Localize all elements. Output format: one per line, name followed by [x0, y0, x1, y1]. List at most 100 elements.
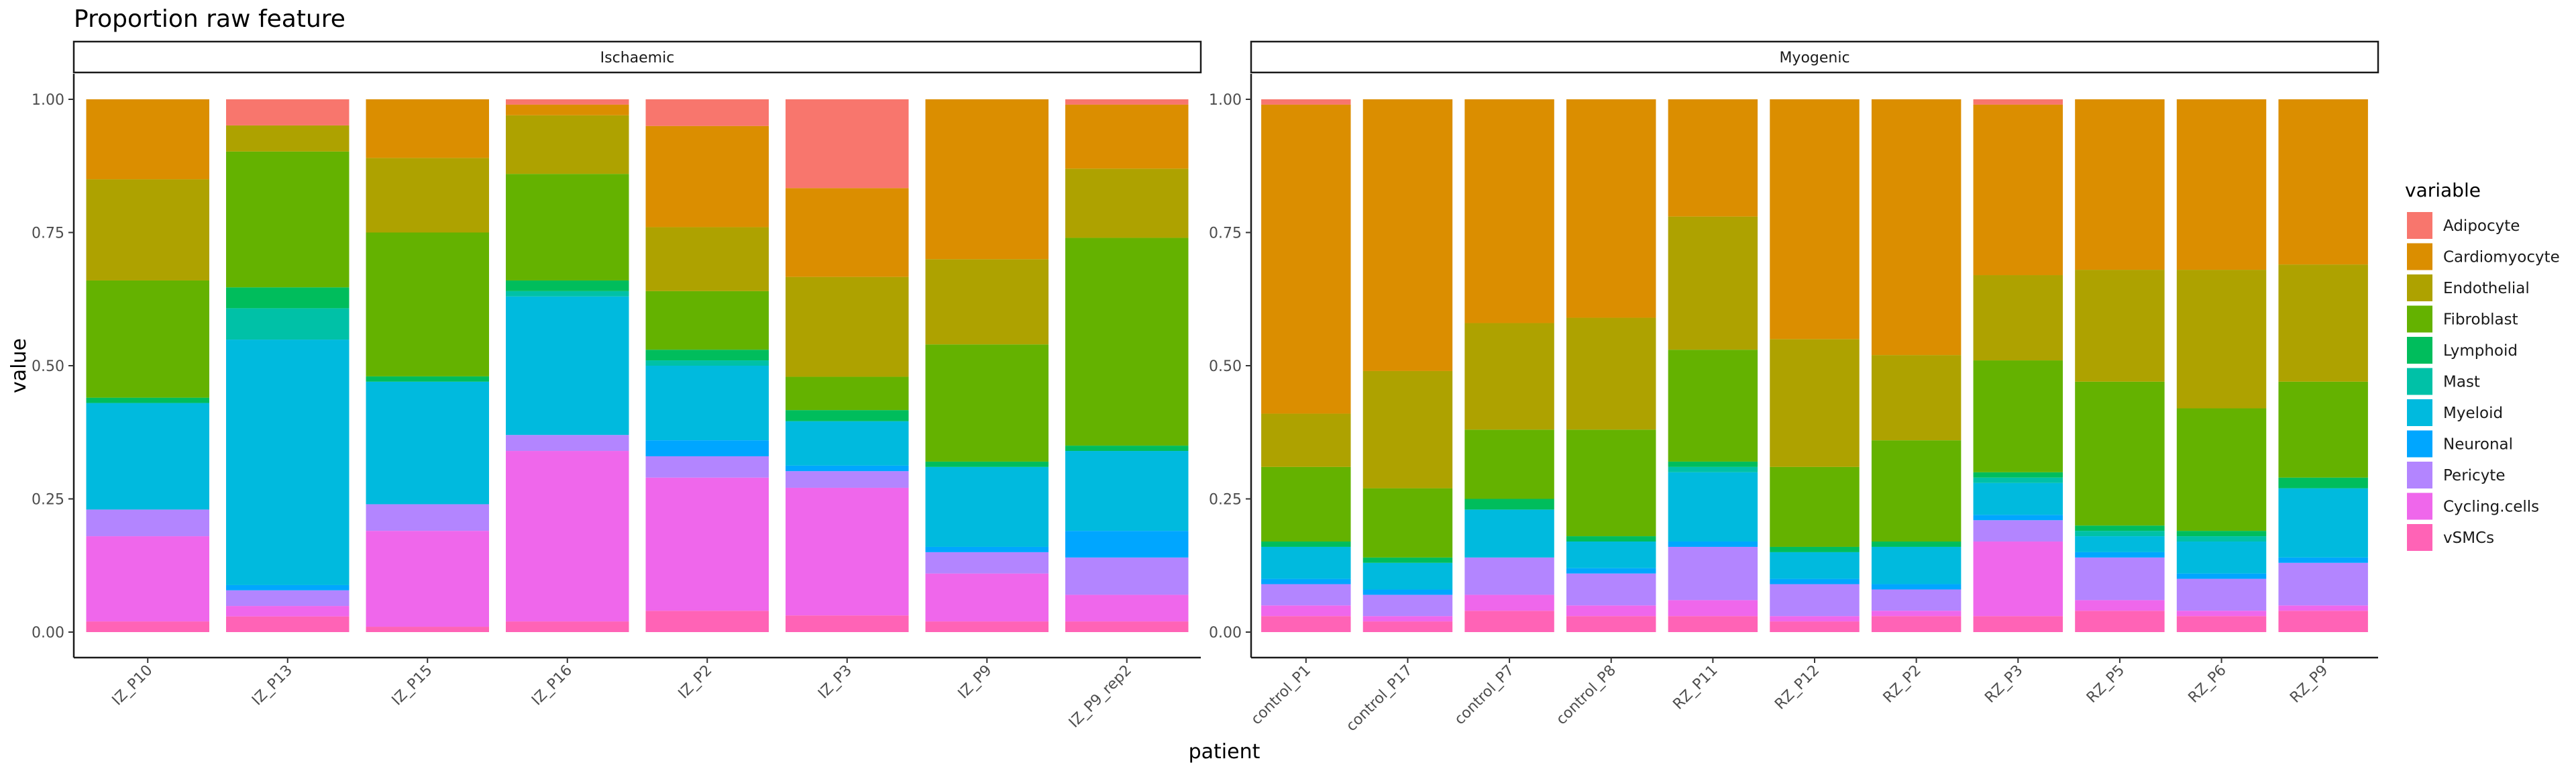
- legend-swatch-neuronal: [2407, 430, 2432, 458]
- bar-segment-myeloid: [2278, 488, 2368, 558]
- bar-segment-cardiomyocyte: [2176, 99, 2267, 270]
- bar-segment-pericyte: [506, 435, 629, 452]
- bar-segment-neuronal: [2278, 557, 2368, 563]
- bar-stack-control_P1: [1261, 99, 1351, 632]
- bar-segment-cardiomyocyte: [2075, 99, 2165, 270]
- bar-segment-vsmcs: [226, 616, 350, 632]
- bar-segment-fibroblast: [86, 280, 209, 398]
- bar-segment-lymphoid: [1065, 446, 1189, 452]
- bar-segment-cardiomyocyte: [506, 104, 629, 115]
- bar-segment-cycling-cells: [1261, 605, 1351, 617]
- bar-segment-fibroblast: [226, 151, 350, 288]
- bar-segment-lymphoid: [786, 410, 909, 421]
- bar-segment-lymphoid: [1362, 557, 1453, 563]
- bar-segment-lymphoid: [226, 287, 350, 309]
- bar-segment-lymphoid: [2278, 477, 2368, 488]
- bar-segment-vsmcs: [786, 615, 909, 632]
- bar-segment-lymphoid: [1261, 542, 1351, 547]
- bar-segment-lymphoid: [1668, 461, 1758, 467]
- legend-swatch-endothelial: [2407, 274, 2432, 301]
- bar-stack-control_P7: [1464, 99, 1554, 632]
- bar-segment-cardiomyocyte: [925, 99, 1049, 260]
- legend-label-fibroblast: Fibroblast: [2443, 311, 2518, 329]
- bar-segment-vsmcs: [1261, 616, 1351, 632]
- x-tick-label: RZ_P11: [1670, 662, 1721, 713]
- bar-segment-adipocyte: [1261, 99, 1351, 105]
- bar-segment-adipocyte: [226, 99, 350, 125]
- bar-segment-neuronal: [1668, 542, 1758, 547]
- y-tick-label: 0.50: [1209, 358, 1242, 375]
- bar-segment-lymphoid: [506, 280, 629, 291]
- x-tick-label: IZ_P9: [955, 662, 996, 703]
- bar-segment-cardiomyocyte: [1065, 104, 1189, 169]
- bar-segment-fibroblast: [786, 376, 909, 411]
- bar-segment-pericyte: [1871, 589, 1962, 611]
- bar-segment-lymphoid: [1973, 472, 2063, 478]
- bar-stack-IZ_P3: [786, 99, 909, 632]
- bar-segment-vsmcs: [1566, 616, 1656, 632]
- y-tick-label: 1.00: [32, 92, 64, 109]
- bar-segment-pericyte: [86, 509, 209, 537]
- bar-segment-cardiomyocyte: [86, 99, 209, 180]
- x-tick-label: control_P1: [1248, 662, 1314, 729]
- y-tick-label: 0.75: [32, 225, 64, 242]
- y-tick-label: 0.75: [1209, 225, 1242, 242]
- facet-strip-label: Ischaemic: [600, 50, 675, 66]
- bar-segment-fibroblast: [1464, 429, 1554, 499]
- bar-segment-myeloid: [1973, 482, 2063, 515]
- y-tick-label: 0.50: [32, 358, 64, 375]
- bar-segment-neuronal: [1871, 584, 1962, 590]
- bar-segment-fibroblast: [1668, 350, 1758, 462]
- bar-segment-cycling-cells: [86, 536, 209, 622]
- bar-segment-myeloid: [1464, 509, 1554, 558]
- bar-segment-neuronal: [1065, 531, 1189, 558]
- bar-segment-fibroblast: [2278, 381, 2368, 478]
- bar-segment-endothelial: [1668, 216, 1758, 350]
- bar-segment-lymphoid: [1566, 536, 1656, 542]
- facet-strip-label: Myogenic: [1779, 50, 1849, 66]
- bar-segment-myeloid: [86, 403, 209, 510]
- x-tick-label: IZ_P3: [815, 662, 855, 703]
- bar-segment-pericyte: [1261, 584, 1351, 606]
- bar-segment-fibroblast: [1566, 429, 1656, 537]
- bar-segment-vsmcs: [1464, 611, 1554, 632]
- bar-stack-RZ_P6: [2176, 99, 2267, 632]
- x-tick-label: IZ_P13: [249, 662, 296, 709]
- bar-segment-cycling-cells: [226, 606, 350, 617]
- bar-segment-vsmcs: [506, 621, 629, 632]
- y-tick-label: 0.00: [32, 625, 64, 641]
- bar-segment-fibroblast: [366, 232, 489, 376]
- bar-segment-myeloid: [366, 381, 489, 505]
- x-tick-label: IZ_P15: [389, 662, 436, 709]
- bar-segment-pericyte: [2075, 557, 2165, 601]
- bar-segment-pericyte: [2176, 578, 2267, 611]
- legend-swatch-fibroblast: [2407, 305, 2432, 333]
- bar-segment-adipocyte: [1973, 99, 2063, 105]
- bar-segment-endothelial: [2278, 264, 2368, 382]
- bar-stack-IZ_P15: [366, 99, 489, 632]
- bar-segment-neuronal: [925, 546, 1049, 552]
- bar-segment-neuronal: [226, 584, 350, 590]
- bar-segment-fibroblast: [1770, 466, 1860, 547]
- x-tick-label: control_P8: [1553, 662, 1619, 729]
- bar-segment-cycling-cells: [366, 531, 489, 627]
- legend-label-mast: Mast: [2443, 374, 2480, 391]
- bar-segment-neuronal: [1261, 578, 1351, 584]
- bar-segment-pericyte: [786, 471, 909, 488]
- bar-segment-endothelial: [366, 158, 489, 233]
- bar-segment-pericyte: [1065, 557, 1189, 595]
- x-tick-label: RZ_P6: [2186, 662, 2230, 707]
- legend-swatch-lymphoid: [2407, 337, 2432, 364]
- bar-stack-RZ_P11: [1668, 99, 1758, 632]
- bar-segment-pericyte: [1362, 595, 1453, 617]
- bar-segment-myeloid: [2176, 542, 2267, 574]
- bar-segment-myeloid: [1566, 542, 1656, 568]
- legend-swatch-adipocyte: [2407, 212, 2432, 239]
- bar-segment-cardiomyocyte: [1668, 99, 1758, 217]
- bar-segment-endothelial: [86, 179, 209, 280]
- bar-segment-endothelial: [506, 115, 629, 174]
- bar-segment-cardiomyocyte: [1566, 99, 1656, 318]
- bar-segment-lymphoid: [2176, 531, 2267, 537]
- bar-segment-cycling-cells: [925, 573, 1049, 622]
- bar-segment-vsmcs: [1973, 616, 2063, 632]
